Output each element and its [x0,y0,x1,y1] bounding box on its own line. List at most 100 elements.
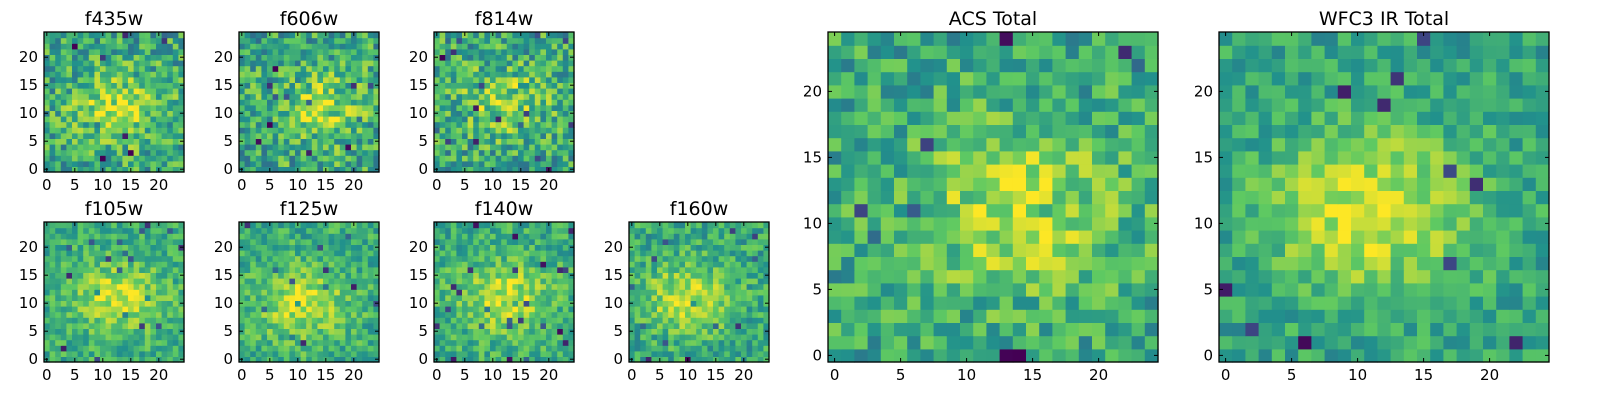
heatmap-cell [295,300,302,307]
heatmap-cell [94,60,101,67]
y-tick-label: 0 [613,350,623,368]
heatmap-cell [283,311,290,318]
heatmap-cell [60,138,67,145]
heatmap-cell [534,334,541,341]
heatmap-cell [323,250,330,257]
heatmap-cell [512,43,519,50]
heatmap-cell [741,227,748,234]
heatmap-cell [255,144,262,151]
heatmap-cell [351,255,358,262]
heatmap-cell [920,164,935,178]
heatmap-cell [518,93,525,100]
heatmap-cell [44,93,51,100]
heatmap-cell [501,48,508,55]
heatmap-cell [267,37,274,44]
heatmap-cell [128,43,135,50]
heatmap-cell [351,328,358,335]
heatmap-cell [473,127,480,134]
heatmap-cell [362,250,369,257]
heatmap-cell [450,88,457,95]
heatmap-cell [261,244,268,251]
heatmap-cell [122,278,129,285]
heatmap-cell [501,350,508,357]
heatmap-cell [657,272,664,279]
heatmap-cell [518,132,525,139]
heatmap-cell [77,278,84,285]
heatmap-cell [557,144,564,151]
heatmap-cell [495,300,502,307]
heatmap-cell [501,93,508,100]
heatmap-cell [60,60,67,67]
heatmap-cell [44,71,51,78]
heatmap-cell [490,261,497,268]
heatmap-cell [150,43,157,50]
heatmap-cell [551,71,558,78]
heatmap-cell [122,238,129,245]
heatmap-cell [645,250,652,257]
heatmap-cell [651,261,658,268]
heatmap-cell [44,339,51,346]
heatmap-cell [328,37,335,44]
heatmap-cell [156,317,163,324]
heatmap-cell [523,294,530,301]
heatmap-cell [707,255,714,262]
heatmap-cell [283,356,290,363]
heatmap-cell [323,233,330,240]
heatmap-cell [867,190,882,205]
heatmap-cell [334,110,341,117]
heatmap-cell [55,37,62,44]
heatmap-cell [668,350,675,357]
heatmap-cell [690,244,697,251]
heatmap-cell [701,322,708,329]
heatmap-cell [685,328,692,335]
heatmap-cell [83,356,90,363]
heatmap-cell [289,233,296,240]
y-tick-label: 20 [409,48,428,66]
heatmap-cell [540,116,547,123]
heatmap-cell [323,345,330,352]
heatmap-cell [551,54,558,61]
heatmap-cell [501,278,508,285]
heatmap-cell [144,272,151,279]
heatmap-cell [685,317,692,324]
heatmap-cell [334,311,341,318]
heatmap-cell [311,127,318,134]
heatmap-cell [629,350,636,357]
heatmap-cell [345,138,352,145]
heatmap-cell [540,104,547,111]
heatmap-cell [529,334,536,341]
heatmap-cell [356,43,363,50]
x-tick-label: 15 [121,176,140,194]
heatmap-cell [83,255,90,262]
heatmap-cell [60,121,67,128]
heatmap-cell [255,37,262,44]
heatmap-cell [456,166,463,173]
heatmap-cell [49,32,56,39]
heatmap-cell [495,32,502,39]
heatmap-cell [373,294,380,301]
heatmap-cell [295,93,302,100]
heatmap-cell [467,93,474,100]
heatmap-cell [283,54,290,61]
heatmap-cell [651,278,658,285]
heatmap-cell [362,99,369,106]
heatmap-cell [473,48,480,55]
heatmap-cell [144,121,151,128]
heatmap-cell [55,266,62,273]
heatmap-cell [356,93,363,100]
heatmap-cell [272,144,279,151]
heatmap-cell [506,328,513,335]
heatmap-cell [334,149,341,156]
heatmap-cell [289,138,296,145]
heatmap-cell [551,339,558,346]
heatmap-cell [546,345,553,352]
heatmap-cell [172,294,179,301]
heatmap-cell [250,334,257,341]
heatmap-cell [501,71,508,78]
heatmap-cell [244,222,251,229]
heatmap-cell [339,60,346,67]
heatmap-cell [261,71,268,78]
heatmap-cell [60,339,67,346]
heatmap-cell [473,222,480,229]
heatmap-cell [323,48,330,55]
